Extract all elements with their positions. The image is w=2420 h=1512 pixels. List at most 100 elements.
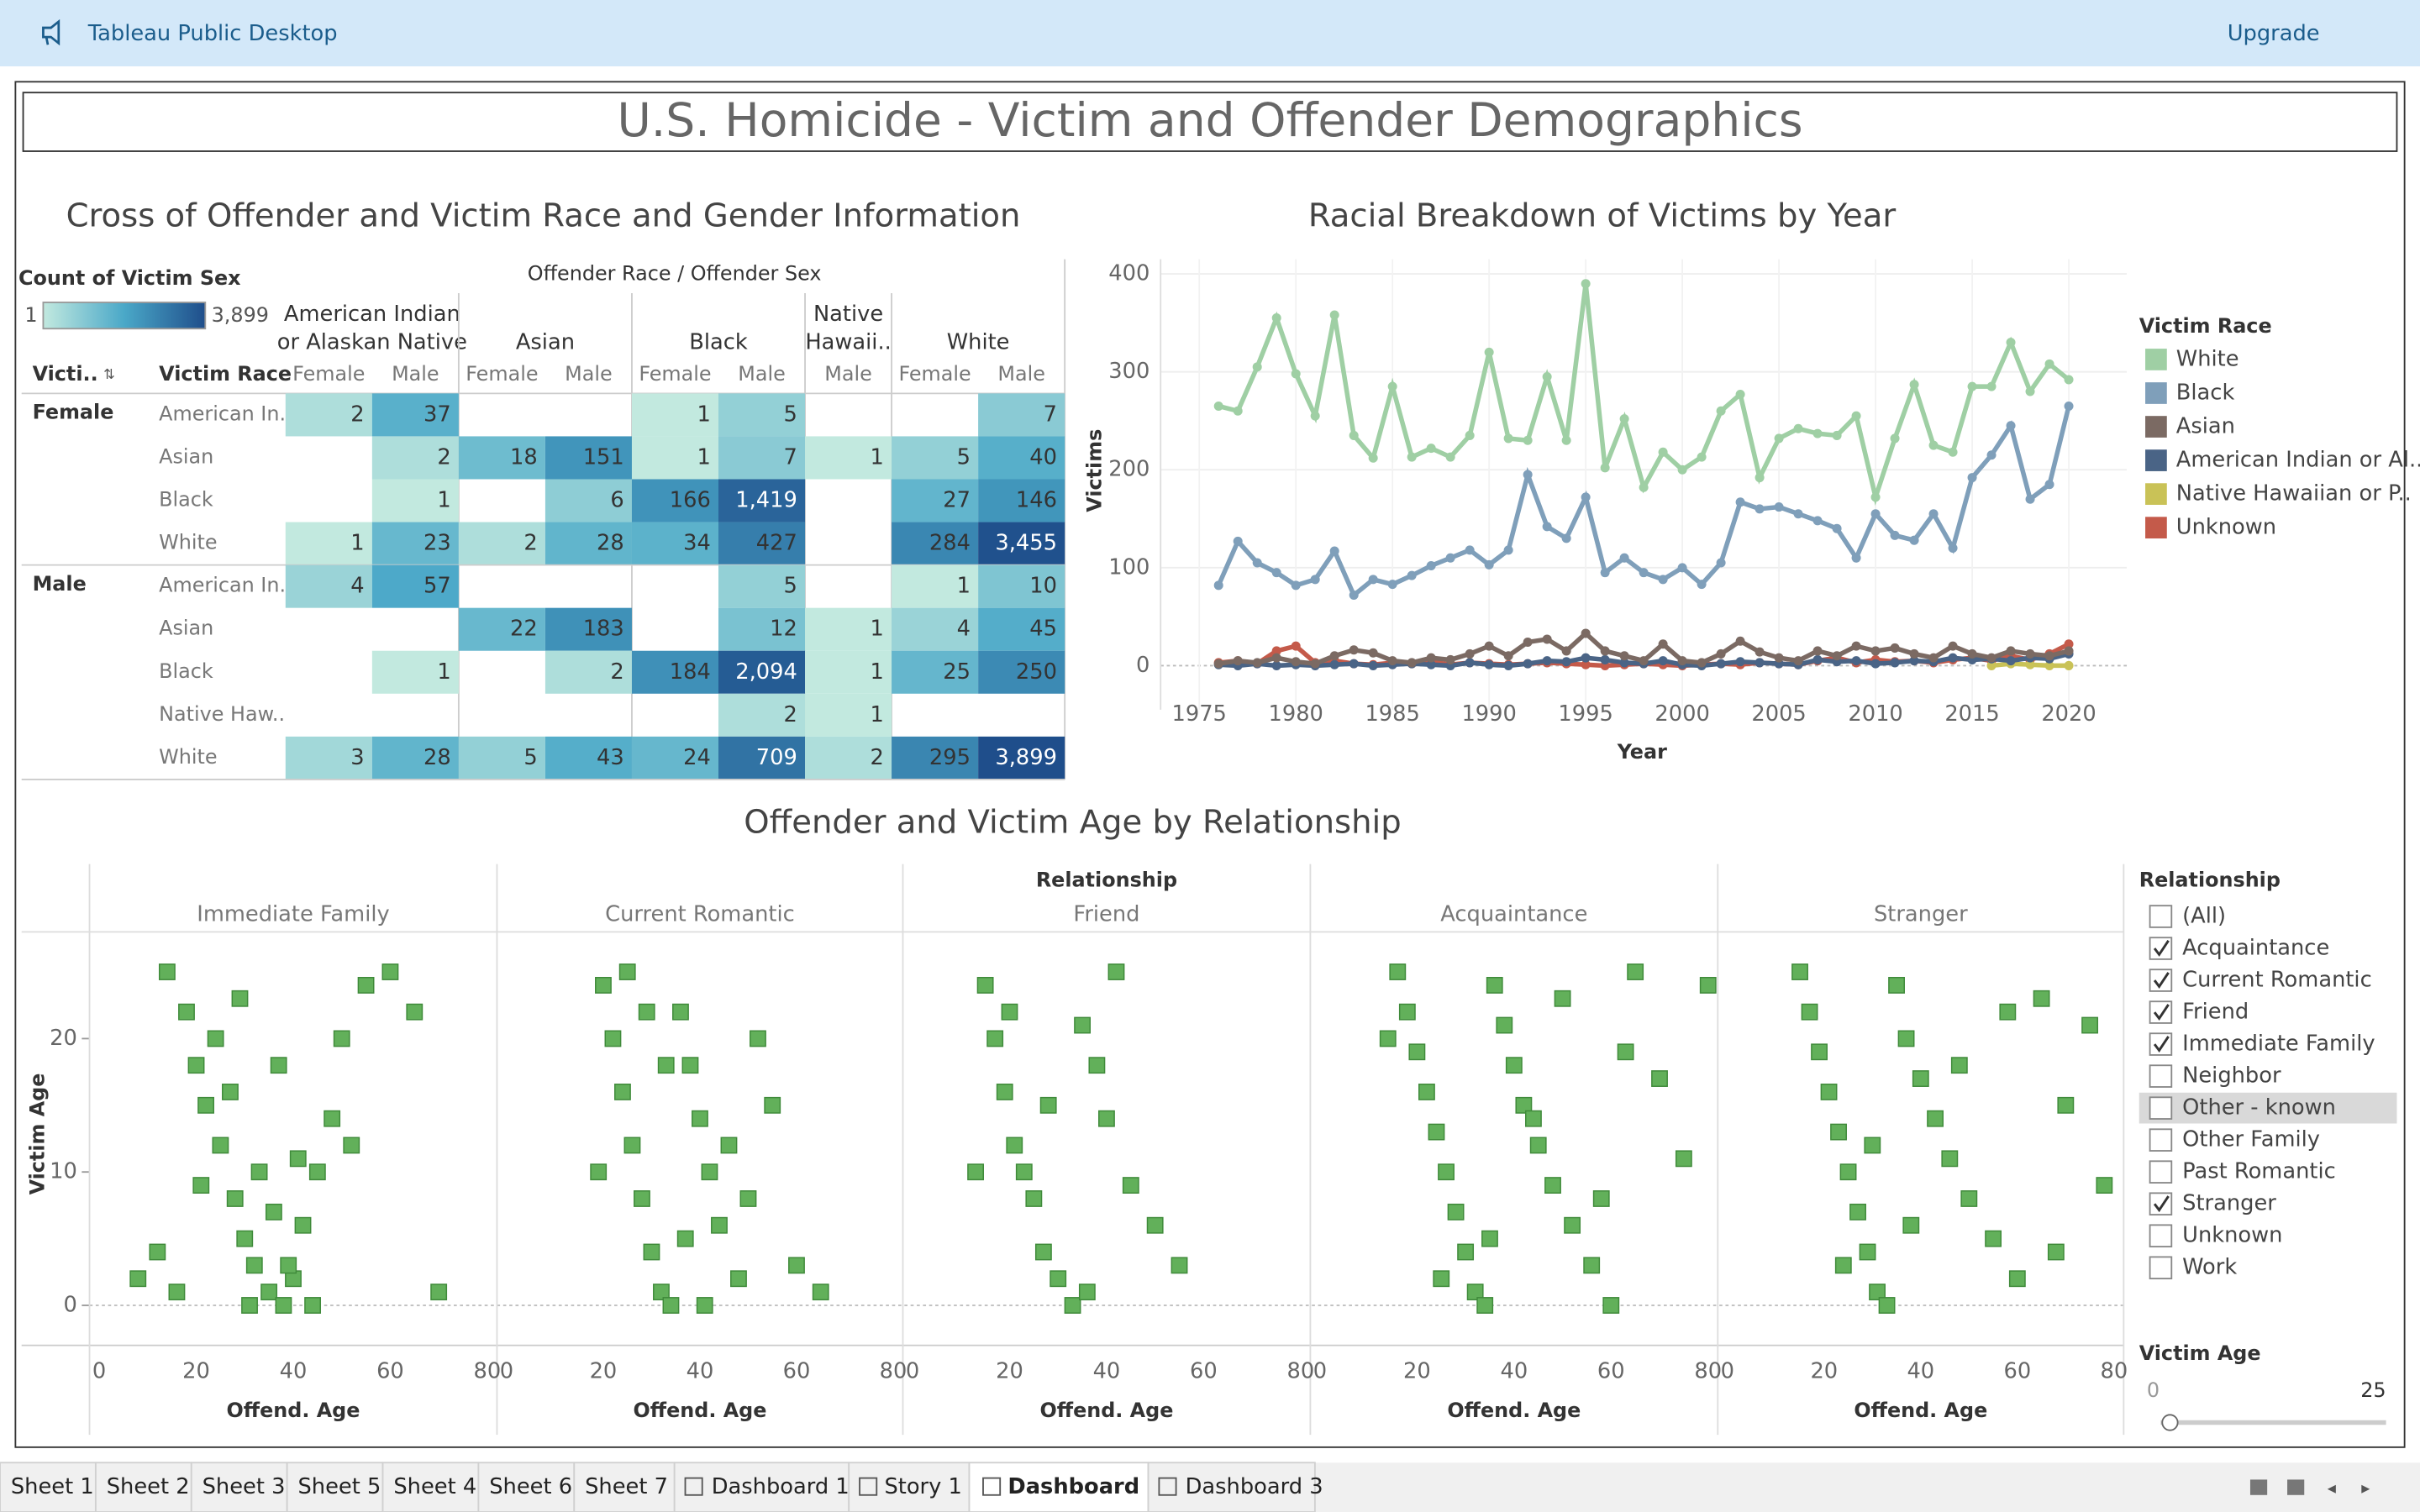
row-label: White [159,531,217,554]
tab[interactable] [190,1462,288,1512]
cell-bg [978,393,1065,437]
nav-arrow[interactable]: ◂ [2328,1478,2337,1498]
series-point [1890,433,1900,444]
scatter-point [1146,1216,1164,1234]
tab[interactable] [286,1462,384,1512]
filter-item[interactable]: Other Family [2182,1127,2320,1152]
scatter-point [2096,1177,2113,1194]
filter-item[interactable]: Past Romantic [2182,1159,2336,1184]
checkbox[interactable] [2149,1160,2173,1184]
cell-value: 45 [1029,617,1057,642]
cell-value: 5 [783,402,797,427]
series-point [1716,558,1726,568]
filter-item[interactable]: Neighbor [2182,1063,2281,1089]
cell-value: 146 [1016,488,1057,513]
series-point [2044,651,2054,661]
tab[interactable] [968,1462,1150,1512]
tab-label[interactable]: Dashboard 1 [712,1474,850,1499]
upgrade-link[interactable]: Upgrade [2228,21,2320,46]
checkbox[interactable] [2149,1096,2173,1120]
x-tick-label: 2015 [1944,701,1999,727]
cell-value: 25 [943,659,971,685]
cell-value: 2 [437,444,450,470]
cell-bg [892,736,979,780]
scatter-point [996,1084,1013,1100]
series-point [1310,659,1320,669]
series-point [1735,389,1745,399]
section-label: Male [33,572,87,596]
tab-label[interactable]: Sheet 1 [11,1474,94,1499]
tab[interactable] [673,1462,850,1512]
filter-item[interactable]: Other - known [2182,1095,2336,1121]
row-label: Asian [159,444,213,468]
checkbox[interactable] [2149,1128,2173,1152]
cell-bg [544,522,632,565]
filter-title: Relationship [2139,868,2281,891]
view-icon[interactable] [2287,1479,2305,1495]
filter-item[interactable]: (All) [2182,904,2226,929]
series-point [1619,658,1629,668]
tab[interactable] [477,1462,576,1512]
cell-value: 6 [610,488,623,513]
checkbox[interactable] [2149,1224,2173,1247]
nav-arrow[interactable]: ▸ [2361,1478,2370,1498]
x-tick-label: 20 [1810,1358,1838,1383]
tab-label[interactable]: Sheet 7 [585,1474,668,1499]
series-point [1812,516,1823,526]
scatter-point [1699,976,1717,994]
checkbox[interactable] [2149,1064,2173,1088]
tab-label[interactable]: Story 1 [884,1474,961,1499]
checkbox[interactable] [2149,905,2173,928]
series-point [1387,580,1397,590]
cell-value: 28 [424,745,451,770]
slider-handle[interactable] [2161,1414,2179,1431]
cell-value: 250 [1016,659,1057,685]
checkbox[interactable] [2149,1256,2173,1280]
series-point [1465,430,1475,440]
scatter-point [730,1270,747,1288]
scatter-point [357,976,375,994]
announce-icon[interactable] [42,18,60,46]
filter-item[interactable]: Immediate Family [2182,1032,2375,1057]
tab-label[interactable]: Sheet 3 [203,1474,286,1499]
series-point [1890,643,1900,653]
y-tick-label: 400 [1108,261,1150,286]
cell-value: 2 [871,745,884,770]
series-line [1218,283,2070,507]
series-point [1986,660,1996,670]
series-point [1503,545,1513,555]
checkmark [2153,972,2170,989]
cell-bg [892,564,979,608]
filter-item[interactable]: Acquaintance [2182,936,2329,961]
tab-label[interactable]: Sheet 6 [489,1474,572,1499]
scatter-point [1001,1003,1018,1021]
tab[interactable] [94,1462,192,1512]
series-point [1542,522,1552,532]
filter-item[interactable]: Friend [2182,1000,2249,1025]
tab-label[interactable]: Dashboard 3 [1186,1474,1323,1499]
tab[interactable] [573,1462,676,1512]
series-point [1697,580,1707,590]
checkbox[interactable] [2149,937,2173,960]
filter-item[interactable]: Work [2182,1255,2237,1280]
tab-label[interactable]: Sheet 2 [107,1474,190,1499]
legend-swatch [2145,449,2167,471]
legend-label: Asian [2176,414,2235,439]
filter-item[interactable]: Unknown [2182,1223,2282,1248]
series-point [1928,653,1939,663]
scatter-point [1878,1297,1896,1314]
filter-item[interactable]: Current Romantic [2182,968,2372,993]
view-icon[interactable] [2249,1479,2268,1495]
series-point [1523,435,1533,445]
tab-label[interactable]: Sheet 5 [297,1474,381,1499]
series-point [1542,634,1552,644]
cell-bg [458,607,545,651]
tab-label[interactable]: Sheet 4 [393,1474,476,1499]
scatter-point [1999,1003,2017,1021]
filter-item[interactable]: Stranger [2182,1191,2276,1216]
tab-label[interactable]: Dashboard 2 [1007,1474,1162,1499]
cell-bg [631,736,718,780]
cell-value: 427 [756,531,797,556]
scatter-point [430,1284,448,1301]
series-point [1774,653,1784,663]
